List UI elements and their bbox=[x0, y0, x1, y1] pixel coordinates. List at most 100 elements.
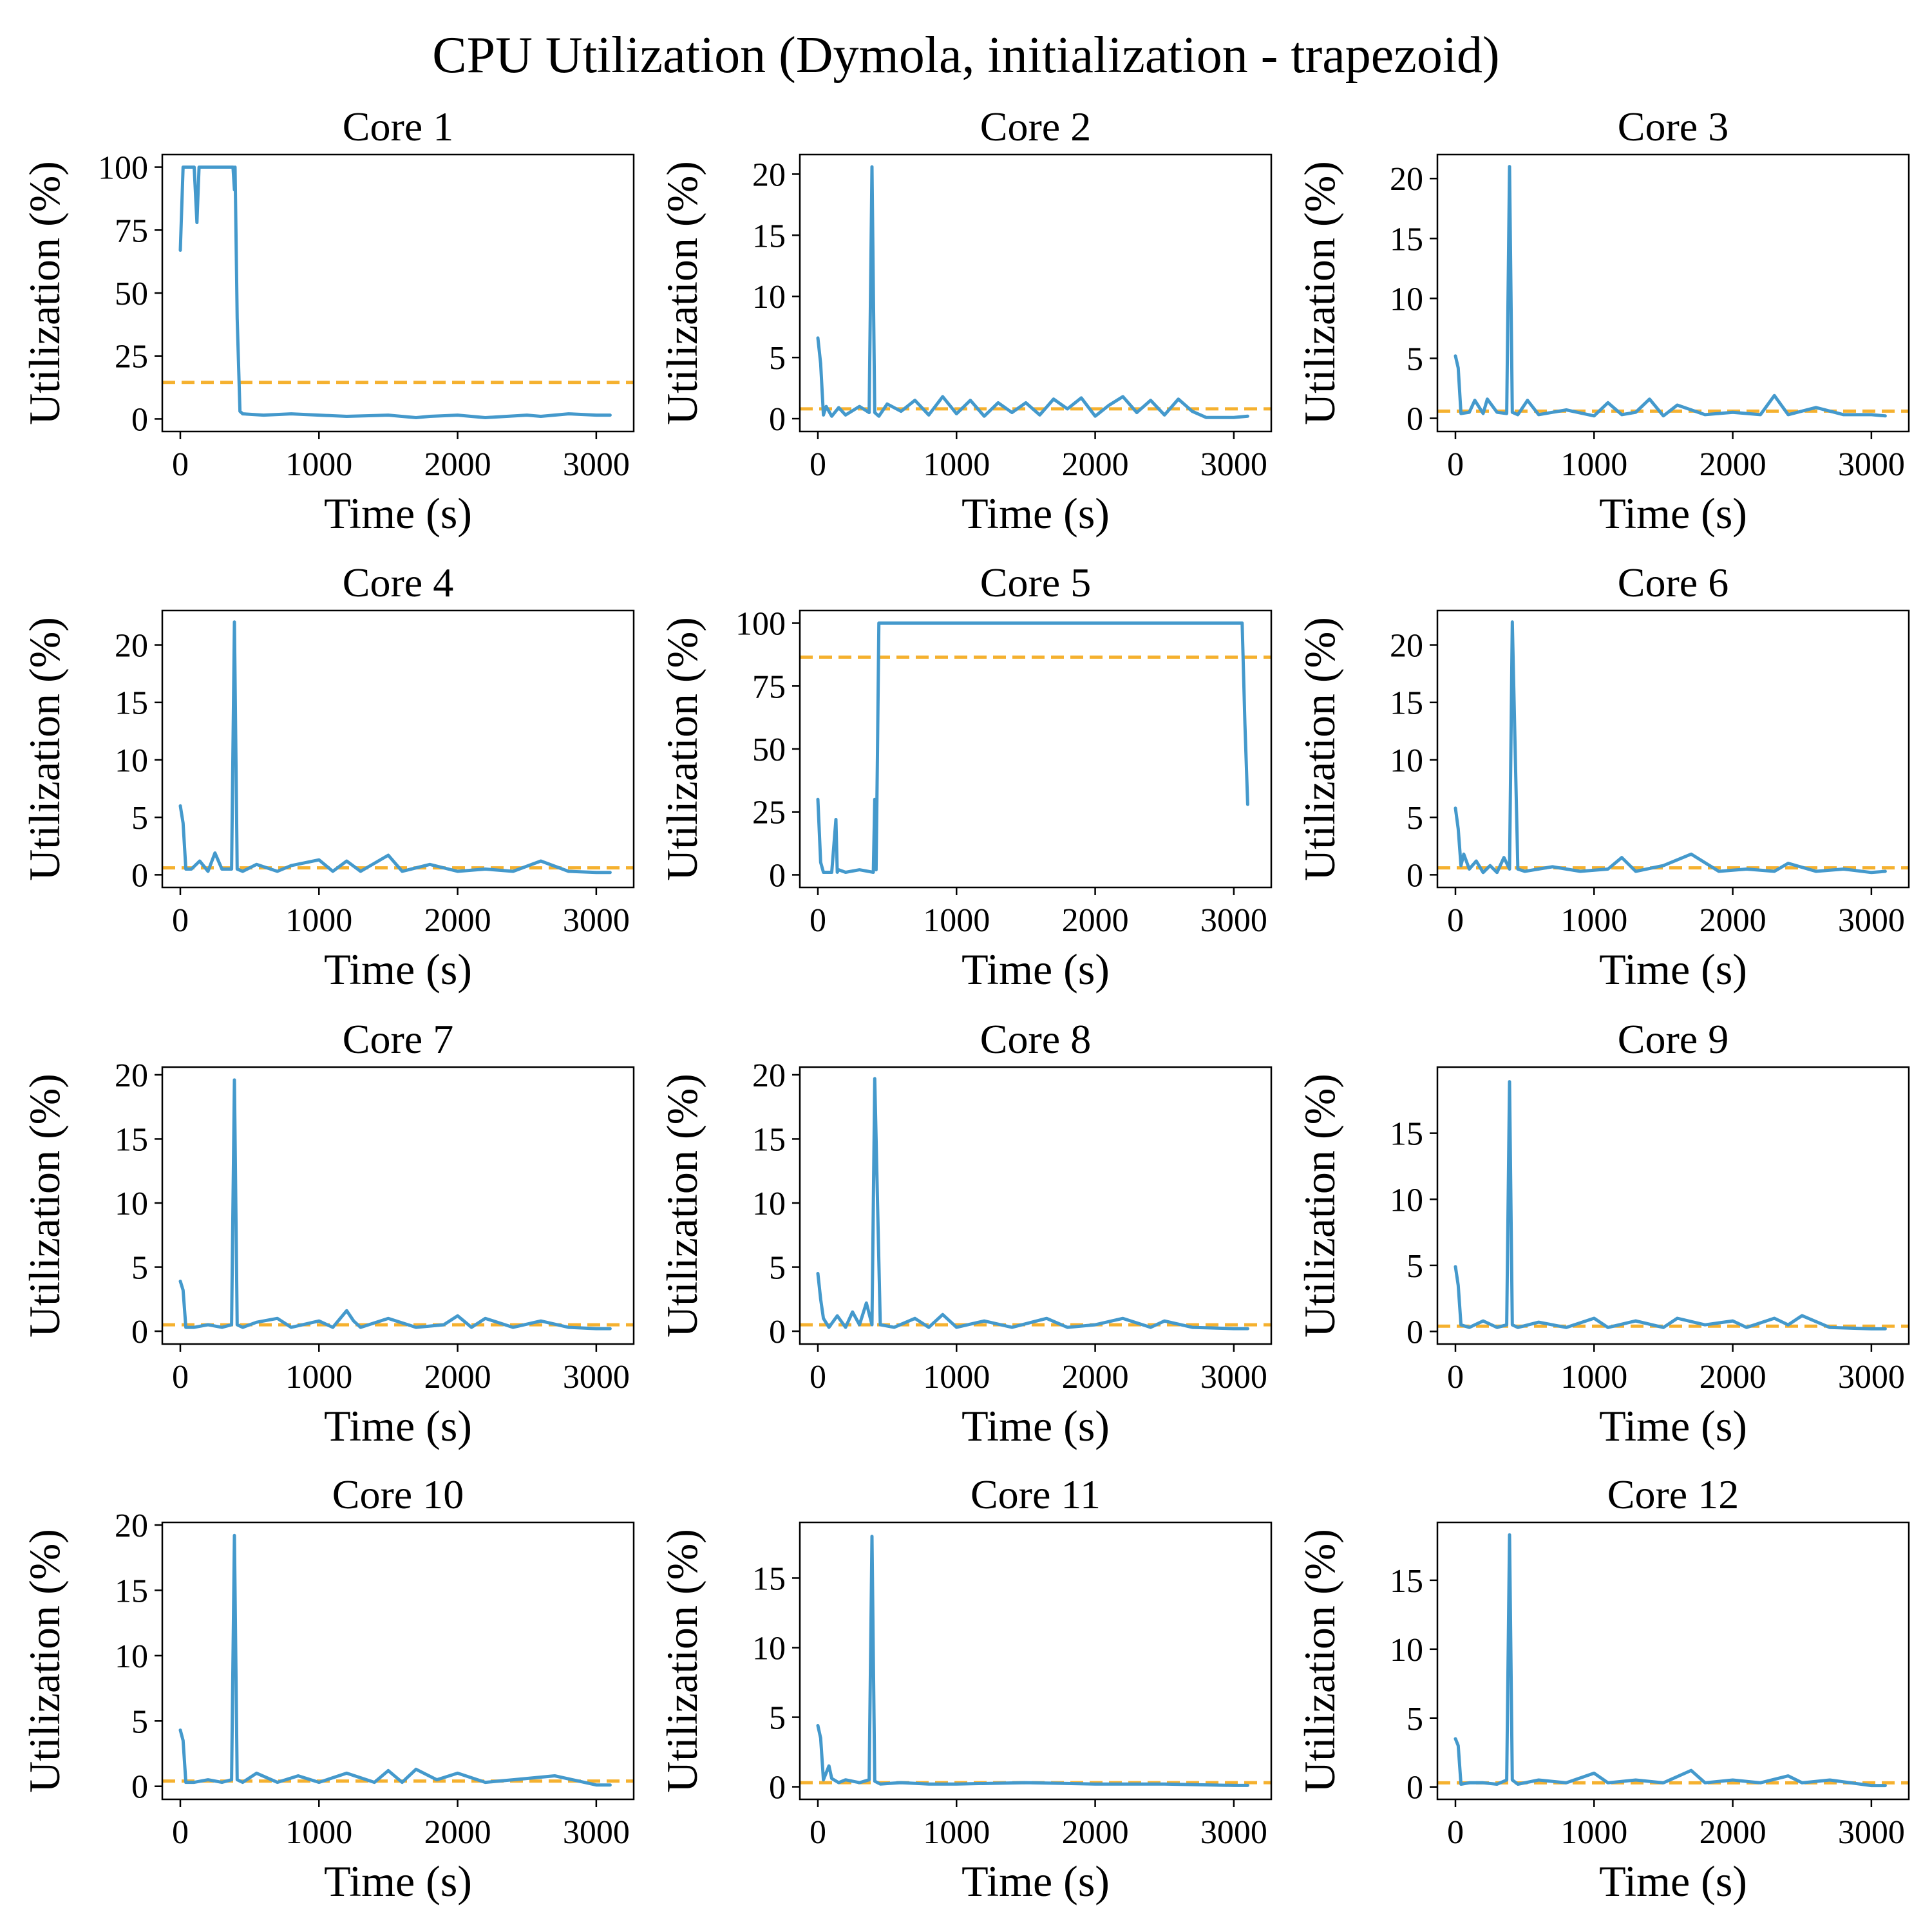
y-tick-label: 0 bbox=[1406, 1314, 1423, 1351]
subplot-core-8: Core 8 0 1000 2000 3000 0 5 10 15 20 Time (s) Utili… bbox=[658, 1016, 1273, 1450]
y-tick-label: 10 bbox=[115, 1638, 148, 1675]
y-tick-label: 5 bbox=[769, 1250, 786, 1287]
y-tick-label: 0 bbox=[769, 1770, 786, 1806]
series-line bbox=[1454, 1533, 1887, 1788]
y-tick-label: 10 bbox=[1390, 743, 1423, 779]
y-axis-label: Utilization (%) bbox=[658, 161, 706, 425]
series-line bbox=[178, 620, 612, 875]
x-tick-label: 3000 bbox=[1838, 446, 1905, 483]
subplot-core-5: Core 5 0 1000 2000 3000 0 25 50 75 100 Time (s) Uti… bbox=[658, 560, 1273, 994]
x-tick-label: 0 bbox=[1447, 1359, 1464, 1396]
y-tick-label: 100 bbox=[735, 606, 786, 643]
y-tick-label: 15 bbox=[115, 1573, 148, 1609]
subplot-core-11: Core 11 0 1000 2000 3000 0 5 10 15 Time (s) Utiliz… bbox=[658, 1472, 1273, 1906]
y-axis-label: Utilization (%) bbox=[20, 161, 69, 425]
x-axis-label: Time (s) bbox=[324, 945, 472, 994]
subplot-title: Core 4 bbox=[343, 560, 453, 605]
axes-frame bbox=[799, 1521, 1273, 1801]
x-tick-label: 0 bbox=[810, 1814, 826, 1851]
x-tick-label: 1000 bbox=[285, 1814, 352, 1851]
y-tick-label: 0 bbox=[131, 1769, 148, 1806]
x-axis-label: Time (s) bbox=[961, 1401, 1110, 1450]
x-tick-label: 1000 bbox=[1560, 1814, 1627, 1851]
axes-frame bbox=[1436, 1066, 1910, 1345]
x-tick-label: 1000 bbox=[285, 1359, 352, 1396]
axes-frame bbox=[799, 609, 1273, 889]
x-tick-label: 0 bbox=[172, 1814, 189, 1851]
subplot-core-2: Core 2 0 1000 2000 3000 0 5 10 15 20 Time (s) Utili… bbox=[658, 104, 1273, 538]
series-line bbox=[816, 1535, 1249, 1787]
x-tick-label: 0 bbox=[172, 446, 189, 483]
series-line bbox=[816, 621, 1249, 874]
subplot-core-7: Core 7 0 1000 2000 3000 0 5 10 15 20 Time (s) Utili… bbox=[20, 1016, 635, 1450]
axes-frame bbox=[161, 153, 635, 433]
y-tick-label: 0 bbox=[131, 1314, 148, 1350]
x-tick-label: 3000 bbox=[563, 1359, 630, 1396]
series-line bbox=[178, 166, 612, 419]
subplot-title: Core 12 bbox=[1607, 1472, 1739, 1517]
x-tick-label: 3000 bbox=[1838, 902, 1905, 939]
x-tick-label: 3000 bbox=[563, 902, 630, 939]
x-axis-label: Time (s) bbox=[1599, 1401, 1747, 1450]
x-tick-label: 0 bbox=[810, 446, 826, 483]
y-tick-label: 20 bbox=[115, 1057, 148, 1094]
y-tick-label: 0 bbox=[769, 401, 786, 438]
x-tick-label: 2000 bbox=[1062, 1814, 1129, 1851]
series-line bbox=[816, 165, 1249, 419]
y-tick-label: 0 bbox=[131, 857, 148, 894]
y-tick-label: 15 bbox=[1390, 1116, 1423, 1153]
y-tick-label: 10 bbox=[752, 1186, 786, 1222]
series-line bbox=[178, 1078, 612, 1331]
y-axis-label: Utilization (%) bbox=[1295, 617, 1344, 881]
series-line bbox=[178, 1533, 612, 1787]
x-tick-label: 1000 bbox=[285, 902, 352, 939]
series-line bbox=[1454, 620, 1887, 875]
y-tick-label: 15 bbox=[1390, 1563, 1423, 1600]
y-axis-label: Utilization (%) bbox=[658, 1529, 706, 1793]
subplot-core-3: Core 3 0 1000 2000 3000 0 5 10 15 20 Time (s) Utili… bbox=[1295, 104, 1910, 538]
subplot-core-4: Core 4 0 1000 2000 3000 0 5 10 15 20 Time (s) Utili… bbox=[20, 560, 635, 994]
subplot-core-9: Core 9 0 1000 2000 3000 0 5 10 15 Time (s) Utiliza… bbox=[1295, 1016, 1910, 1450]
y-tick-label: 15 bbox=[752, 1560, 786, 1597]
y-tick-label: 5 bbox=[1406, 1701, 1423, 1738]
y-tick-label: 10 bbox=[1390, 281, 1423, 317]
subplot-core-1: Core 1 0 1000 2000 3000 0 25 50 75 100 Time (s) Uti… bbox=[20, 104, 635, 538]
figure-title: CPU Utilization (Dymola, initialization … bbox=[432, 27, 1499, 84]
y-tick-label: 0 bbox=[131, 401, 148, 438]
x-axis-label: Time (s) bbox=[961, 1857, 1110, 1906]
y-tick-label: 50 bbox=[752, 732, 786, 768]
x-tick-label: 2000 bbox=[424, 1814, 491, 1851]
series-line bbox=[816, 1077, 1249, 1331]
x-axis-label: Time (s) bbox=[961, 945, 1110, 994]
y-tick-label: 5 bbox=[131, 800, 148, 837]
y-axis-label: Utilization (%) bbox=[658, 617, 706, 881]
y-axis-label: Utilization (%) bbox=[20, 1529, 69, 1793]
subplot-title: Core 6 bbox=[1618, 560, 1728, 605]
y-tick-label: 5 bbox=[1406, 800, 1423, 837]
x-tick-label: 1000 bbox=[285, 446, 352, 483]
x-axis-label: Time (s) bbox=[324, 1401, 472, 1450]
axes-frame bbox=[161, 609, 635, 889]
y-axis-label: Utilization (%) bbox=[658, 1074, 706, 1338]
y-tick-label: 15 bbox=[1390, 685, 1423, 722]
x-axis-label: Time (s) bbox=[1599, 1857, 1747, 1906]
x-tick-label: 0 bbox=[172, 902, 189, 939]
x-axis-label: Time (s) bbox=[324, 1857, 472, 1906]
y-tick-label: 5 bbox=[1406, 341, 1423, 377]
y-axis-label: Utilization (%) bbox=[1295, 1074, 1344, 1338]
series-line bbox=[1454, 1080, 1887, 1331]
y-axis-label: Utilization (%) bbox=[1295, 1529, 1344, 1793]
y-tick-label: 20 bbox=[115, 1508, 148, 1544]
y-tick-label: 15 bbox=[115, 685, 148, 722]
subplot-core-10: Core 10 0 1000 2000 3000 0 5 10 15 20 Time (s) Util… bbox=[20, 1472, 635, 1906]
x-tick-label: 1000 bbox=[1560, 446, 1627, 483]
x-tick-label: 2000 bbox=[1700, 1814, 1766, 1851]
x-tick-label: 1000 bbox=[923, 1359, 990, 1396]
y-tick-label: 10 bbox=[1390, 1182, 1423, 1218]
y-tick-label: 50 bbox=[115, 276, 148, 312]
x-tick-label: 0 bbox=[1447, 446, 1464, 483]
x-tick-label: 3000 bbox=[1200, 1814, 1267, 1851]
subplot-core-6: Core 6 0 1000 2000 3000 0 5 10 15 20 Time (s) Utili… bbox=[1295, 560, 1910, 994]
